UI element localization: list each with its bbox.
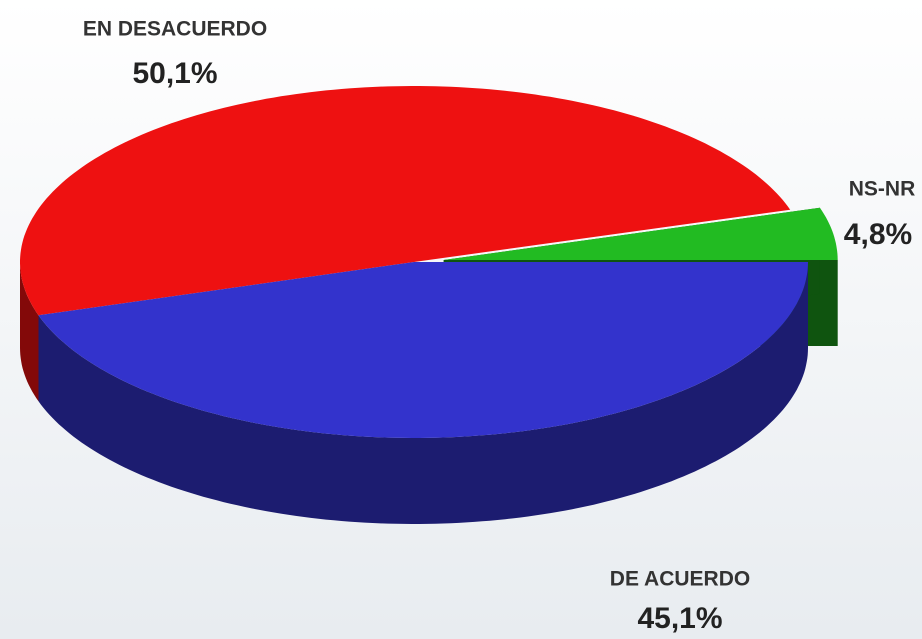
slice bbox=[38, 262, 808, 438]
category-label: NS-NR bbox=[849, 178, 916, 201]
value-label: 45,1% bbox=[637, 602, 722, 635]
value-label: 50,1% bbox=[132, 57, 217, 90]
value-label: 4,8% bbox=[844, 218, 912, 251]
slice bbox=[20, 86, 791, 316]
slice bbox=[443, 207, 838, 260]
slice-side bbox=[20, 262, 39, 402]
category-label: EN DESACUERDO bbox=[83, 18, 267, 41]
category-label: DE ACUERDO bbox=[610, 568, 750, 591]
slice-side bbox=[38, 262, 808, 524]
labels: NS-NR 4,8% EN DESACUERDO 50,1% DE ACUERDO 45,… bbox=[83, 18, 915, 635]
pie bbox=[20, 86, 838, 524]
